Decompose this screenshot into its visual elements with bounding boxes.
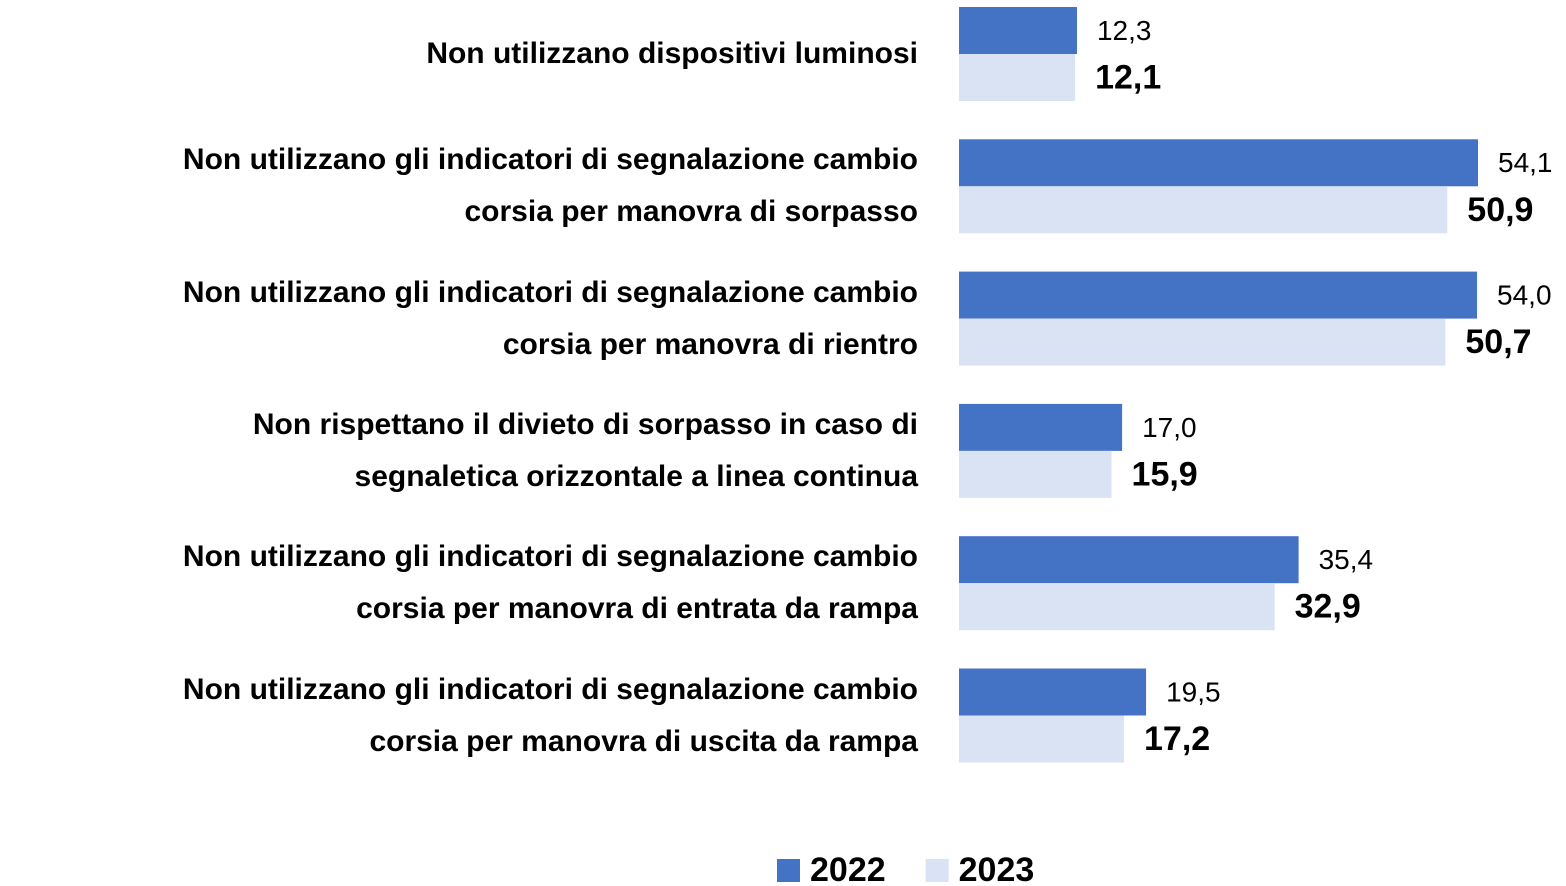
category-label: Non utilizzano gli indicatori di segnala…	[182, 143, 918, 229]
legend-label: 2023	[959, 851, 1035, 886]
value-label: 32,9	[1295, 588, 1361, 626]
value-label: 12,3	[1097, 15, 1152, 46]
bar	[959, 668, 1147, 716]
bar	[959, 403, 1123, 451]
bar	[959, 450, 1112, 498]
category-label: Non utilizzano gli indicatori di segnala…	[182, 540, 918, 626]
value-label: 12,1	[1095, 58, 1161, 96]
category-label: Non utilizzano gli indicatori di segnala…	[182, 275, 918, 361]
bar	[959, 583, 1275, 631]
legend-swatch	[925, 859, 949, 882]
legend-label: 2022	[810, 851, 886, 886]
value-label: 35,4	[1319, 544, 1374, 575]
category-label: Non utilizzano gli indicatori di segnala…	[182, 672, 918, 758]
category-label: Non rispettano il divieto di sorpasso in…	[252, 407, 918, 493]
value-label: 19,5	[1166, 676, 1221, 707]
bar	[959, 186, 1448, 234]
bar	[959, 536, 1299, 584]
bar	[959, 7, 1077, 54]
legend-swatch	[777, 859, 800, 882]
category-label: Non utilizzano dispositivi luminosi	[426, 37, 918, 70]
bar	[959, 318, 1446, 366]
value-label: 54,1	[1498, 147, 1553, 178]
value-label: 15,9	[1132, 455, 1198, 493]
value-label: 50,9	[1467, 191, 1533, 229]
value-label: 17,0	[1142, 412, 1197, 443]
value-label: 50,7	[1465, 323, 1531, 361]
value-label: 54,0	[1497, 279, 1552, 310]
bar	[959, 715, 1125, 763]
value-label: 17,2	[1144, 720, 1210, 758]
bar	[959, 271, 1478, 319]
bar	[959, 139, 1478, 187]
bar	[959, 54, 1076, 101]
